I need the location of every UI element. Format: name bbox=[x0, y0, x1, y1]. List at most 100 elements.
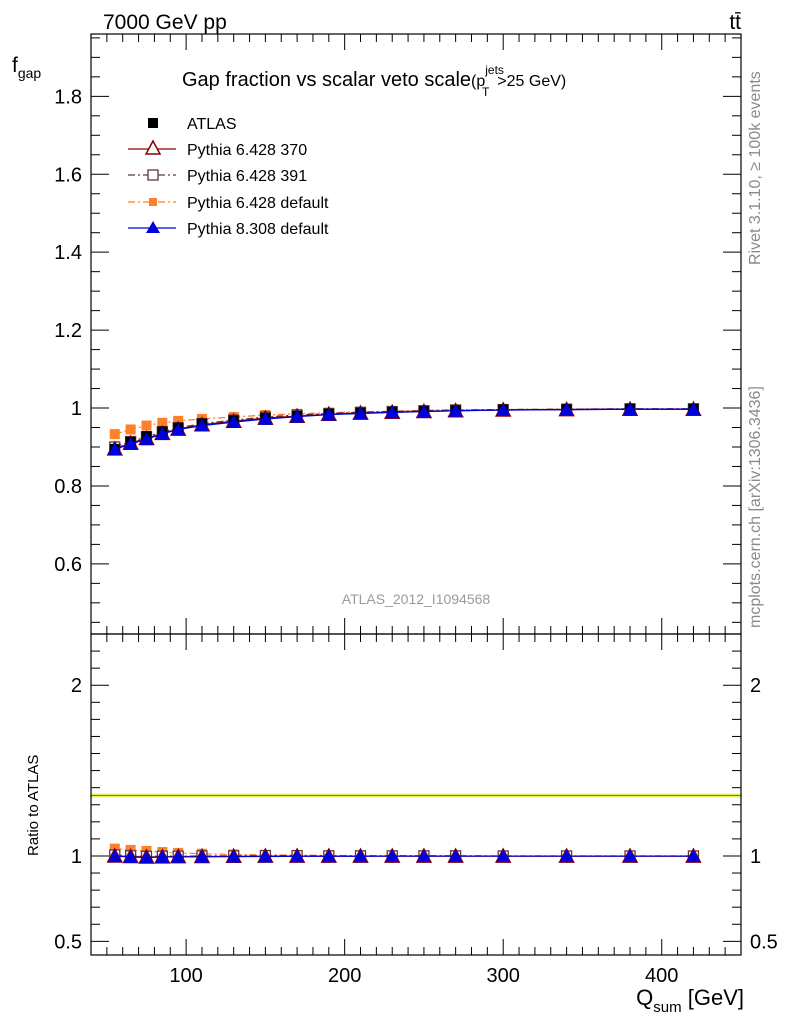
ratio-data-point bbox=[107, 849, 122, 863]
legend-item-pythia6-default: Pythia 6.428 default bbox=[128, 195, 329, 212]
x-axis-label-sub: sum bbox=[653, 999, 681, 1016]
ratio-data-point bbox=[139, 850, 154, 864]
x-tick-label: 100 bbox=[169, 965, 202, 987]
legend-item-pythia8-default: Pythia 8.308 default bbox=[128, 221, 329, 238]
process-label: tt̄ bbox=[729, 11, 741, 34]
data-point bbox=[107, 442, 122, 456]
mcplots-label: mcplots.cern.ch [arXiv:1306.3436] bbox=[747, 386, 764, 628]
ratio-ylabel: Ratio to ATLAS bbox=[25, 755, 42, 856]
legend-label-pythia6-default: Pythia 6.428 default bbox=[187, 195, 329, 212]
legend-marker-pythia6-391 bbox=[147, 169, 159, 181]
data-point bbox=[448, 403, 463, 417]
legend-marker-pythia6-370 bbox=[144, 139, 162, 155]
legend-label-atlas: ATLAS bbox=[187, 116, 237, 133]
ratio-y-tick-label: 1 bbox=[71, 846, 82, 868]
main-ylabel: fgap bbox=[12, 54, 41, 81]
y-tick-label: 0.6 bbox=[54, 554, 82, 576]
x-tick-label: 200 bbox=[328, 965, 361, 987]
data-point bbox=[123, 436, 138, 450]
data-point bbox=[109, 429, 120, 440]
data-point bbox=[416, 404, 431, 418]
ratio-y-tick-label: 2 bbox=[71, 675, 82, 697]
ratio-data-point bbox=[321, 849, 336, 863]
data-point bbox=[226, 415, 241, 429]
legend-label-pythia6-370: Pythia 6.428 370 bbox=[187, 142, 307, 159]
y-tick-label: 1.8 bbox=[54, 86, 82, 108]
x-axis-label-rest: [GeV] bbox=[682, 985, 744, 1010]
data-point bbox=[321, 407, 336, 421]
ratio-y-tick-label-right: 1 bbox=[750, 846, 761, 868]
data-point bbox=[559, 402, 574, 416]
main-panel-marks bbox=[106, 400, 702, 456]
data-point bbox=[496, 402, 511, 416]
ratio-data-point bbox=[123, 849, 138, 863]
data-point bbox=[155, 426, 170, 440]
data-point bbox=[258, 411, 273, 425]
ratio-y-tick-label: 0.5 bbox=[54, 931, 82, 953]
ratio-y-tick-label-right: 2 bbox=[750, 675, 761, 697]
ratio-data-point bbox=[448, 849, 463, 863]
series-pythia-8-308-default bbox=[107, 402, 701, 456]
data-point bbox=[686, 402, 701, 416]
y-tick-label: 1.4 bbox=[54, 242, 82, 264]
legend-label-pythia8-default: Pythia 8.308 default bbox=[187, 221, 329, 238]
ratio-data-point bbox=[226, 849, 241, 863]
legend-marker-pythia6-default bbox=[149, 198, 157, 206]
ratio-data-point bbox=[353, 849, 368, 863]
data-point bbox=[141, 420, 152, 431]
y-tick-label: 1.6 bbox=[54, 164, 82, 186]
ratio-data-point bbox=[171, 849, 186, 863]
data-point bbox=[194, 418, 209, 432]
data-point bbox=[623, 402, 638, 416]
ratio-panel-axes: 100 200 300 400 0.5 0.5 1 1 2 2 bbox=[54, 633, 778, 987]
ratio-panel-marks bbox=[106, 843, 702, 864]
ratio-data-point bbox=[194, 849, 209, 863]
data-point bbox=[139, 432, 154, 446]
ratio-data-point bbox=[686, 849, 701, 863]
ratio-data-point bbox=[496, 849, 511, 863]
ratio-panel-frame bbox=[90, 633, 742, 956]
plot-title-main: Gap fraction vs scalar veto scale bbox=[182, 69, 471, 91]
main-panel-axes: 0.6 0.8 1 1.2 1.4 1.6 1.8 bbox=[54, 34, 741, 634]
legend-marker-pythia8-default bbox=[146, 221, 160, 233]
data-point bbox=[157, 417, 168, 428]
legend-item-pythia6-370: Pythia 6.428 370 bbox=[128, 139, 307, 159]
rivet-label: Rivet 3.1.10, ≥ 100k events bbox=[747, 71, 764, 265]
ratio-data-point bbox=[258, 849, 273, 863]
main-ylabel-main: f bbox=[12, 54, 18, 77]
data-point bbox=[125, 424, 136, 435]
plot-title-cut-sub: T bbox=[482, 85, 490, 99]
y-tick-label: 1 bbox=[71, 398, 82, 420]
plot-title-cut-sup: jets bbox=[484, 63, 504, 77]
y-tick-label: 1.2 bbox=[54, 320, 82, 342]
x-tick-label: 400 bbox=[645, 965, 678, 987]
data-point bbox=[290, 409, 305, 423]
x-axis-label-main: Q bbox=[636, 985, 653, 1010]
data-point bbox=[385, 405, 400, 419]
legend-item-pythia6-391: Pythia 6.428 391 bbox=[128, 168, 307, 185]
ratio-data-point bbox=[290, 849, 305, 863]
ratio-data-point bbox=[559, 849, 574, 863]
legend-item-atlas: ATLAS bbox=[148, 116, 237, 133]
y-tick-label: 0.8 bbox=[54, 476, 82, 498]
analysis-id: ATLAS_2012_I1094568 bbox=[342, 591, 491, 607]
legend-label-pythia6-391: Pythia 6.428 391 bbox=[187, 168, 307, 185]
ratio-series-pythia-8-308-default bbox=[107, 849, 701, 864]
plot-title: Gap fraction vs scalar veto scale(pjets T… bbox=[182, 63, 566, 99]
ratio-data-point bbox=[385, 849, 400, 863]
ratio-y-tick-label-right: 0.5 bbox=[750, 931, 778, 953]
main-ylabel-sub: gap bbox=[18, 65, 42, 81]
x-tick-label: 300 bbox=[487, 965, 520, 987]
energy-label: 7000 GeV pp bbox=[103, 11, 227, 34]
ratio-data-point bbox=[416, 849, 431, 863]
legend-marker-atlas bbox=[148, 118, 158, 128]
plot-title-cut: (p bbox=[471, 73, 485, 90]
ratio-data-point bbox=[155, 849, 170, 863]
x-axis-label: Qsum [GeV] bbox=[636, 985, 744, 1016]
ratio-data-point bbox=[623, 849, 638, 863]
plot-title-cut-rest: >25 GeV) bbox=[497, 73, 566, 90]
legend: ATLAS Pythia 6.428 370 Pythia 6.428 391 … bbox=[128, 116, 329, 238]
ratio-reference bbox=[91, 793, 742, 798]
data-point bbox=[171, 422, 186, 436]
